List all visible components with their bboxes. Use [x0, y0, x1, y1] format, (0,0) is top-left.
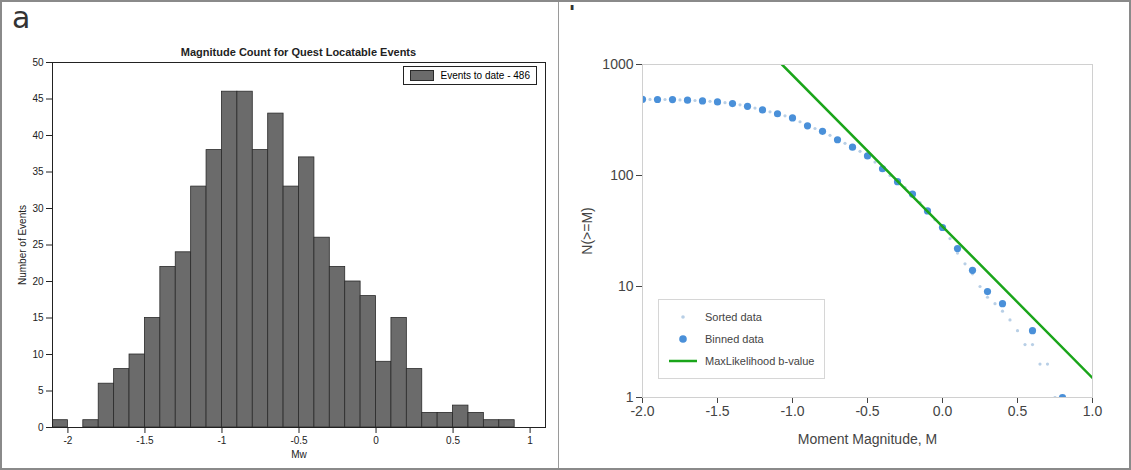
svg-text:45: 45 — [32, 93, 44, 104]
svg-text:40: 40 — [32, 130, 44, 141]
svg-text:20: 20 — [32, 276, 44, 287]
svg-text:1: 1 — [625, 389, 634, 405]
svg-text:50: 50 — [32, 58, 44, 68]
html-text:Events to date - 486: Events to date - 486 — [440, 70, 530, 81]
svg-text:0.5: 0.5 — [446, 435, 460, 446]
html-text:b: b — [568, 0, 587, 35]
svg-text:15: 15 — [32, 312, 44, 323]
svg-text:25: 25 — [32, 239, 44, 250]
svg-text:1: 1 — [527, 435, 533, 446]
html-text:Sorted data: Sorted data — [705, 311, 762, 323]
html-text:Binned data: Binned data — [705, 333, 764, 345]
svg-text:-0.5: -0.5 — [855, 403, 879, 419]
svg-text:-1: -1 — [218, 435, 227, 446]
svg-text:1.0: 1.0 — [1083, 403, 1103, 419]
svg-text:Mw: Mw — [291, 449, 307, 460]
svg-text:-0.5: -0.5 — [290, 435, 308, 446]
svg-text:1000: 1000 — [602, 56, 633, 72]
svg-text:10: 10 — [32, 349, 44, 360]
svg-text:100: 100 — [610, 167, 634, 183]
svg-text:-1.5: -1.5 — [136, 435, 154, 446]
svg-text:0.0: 0.0 — [933, 403, 953, 419]
svg-text:-1.0: -1.0 — [780, 403, 804, 419]
svg-text:0: 0 — [38, 422, 44, 433]
html-text:Magnitude Count for Quest Loca: Magnitude Count for Quest Locatable Even… — [180, 46, 417, 58]
svg-text:Moment Magnitude, M: Moment Magnitude, M — [798, 431, 937, 447]
svg-text:-1.5: -1.5 — [705, 403, 729, 419]
html-text:MaxLikelihood b-value: MaxLikelihood b-value — [705, 355, 815, 367]
svg-text:5: 5 — [38, 385, 44, 396]
svg-text:30: 30 — [32, 203, 44, 214]
svg-text:-2: -2 — [63, 435, 72, 446]
svg-text:-2.0: -2.0 — [630, 403, 654, 419]
svg-text:Number of Events: Number of Events — [17, 205, 28, 285]
svg-text:10: 10 — [618, 278, 634, 294]
svg-text:0: 0 — [373, 435, 379, 446]
svg-text:0.5: 0.5 — [1008, 403, 1028, 419]
svg-text:35: 35 — [32, 166, 44, 177]
html-text:a: a — [12, 0, 31, 35]
svg-text:N(>=M): N(>=M) — [579, 207, 595, 254]
